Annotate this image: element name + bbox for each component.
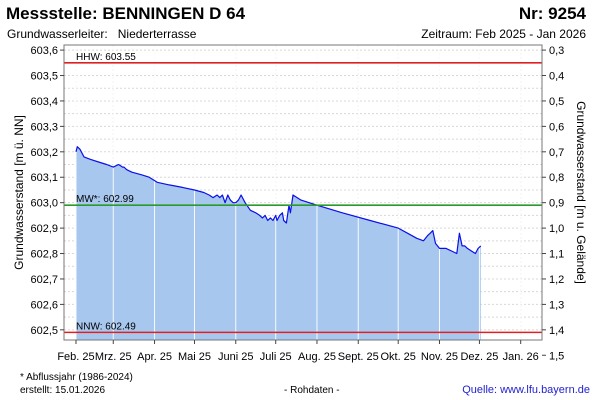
aquifer-value: Niederterrasse bbox=[117, 27, 197, 41]
x-tick-label: Nov. 25 bbox=[421, 351, 458, 363]
y2-tick-label: 1,0 bbox=[549, 223, 564, 235]
y2-tick-label: 1,2 bbox=[549, 274, 564, 286]
aquifer-label: Grundwasserleiter: bbox=[7, 27, 108, 41]
hhw-line-label: HHW: 603.55 bbox=[76, 52, 136, 63]
x-tick-label: Mai 25 bbox=[178, 351, 211, 363]
station-number: Nr: 9254 bbox=[518, 4, 586, 23]
y-axis-label: Grundwasserstand [m ü. NN] bbox=[12, 115, 26, 270]
x-tick-label: Juli 25 bbox=[260, 351, 292, 363]
y-axis-right: 0,3 0,4 0,5 0,6 0,7 0,8 0,9 1,0 1,1 1,2 1,3 1,4 1,5 bbox=[542, 45, 564, 362]
y-axis-left: 602,5 602,6 602,7 602,8 602,9 603,0 603,1 603,2… bbox=[30, 45, 64, 337]
water-level-fill bbox=[76, 146, 481, 340]
y-tick-label: 603,2 bbox=[30, 147, 58, 159]
created-date: erstellt: 15.01.2026 bbox=[20, 385, 106, 396]
x-tick-label: Okt. 25 bbox=[380, 351, 415, 363]
water-level-line bbox=[75, 146, 482, 255]
y-tick-label: 603,1 bbox=[30, 172, 58, 184]
y-tick-label: 602,7 bbox=[30, 274, 58, 286]
y2-tick-label: 0,7 bbox=[549, 147, 564, 159]
y-tick-label: 602,5 bbox=[30, 325, 58, 337]
x-tick-label: Dez. 25 bbox=[460, 351, 498, 363]
water-level-series bbox=[75, 146, 482, 255]
y-tick-label: 602,9 bbox=[30, 223, 58, 235]
footnote: * Abflussjahr (1986-2024) bbox=[20, 372, 133, 383]
y2-tick-label: 0,6 bbox=[549, 121, 564, 133]
x-tick-label: Aug. 25 bbox=[298, 351, 336, 363]
y2-axis-label: Grundwasserstand [m u. Gelände] bbox=[574, 101, 588, 284]
raw-data-note: - Rohdaten - bbox=[284, 385, 340, 396]
y-tick-label: 603,4 bbox=[30, 96, 58, 108]
x-tick-label: Apr. 25 bbox=[137, 351, 172, 363]
x-tick-label: Mrz. 25 bbox=[95, 351, 132, 363]
y-tick-label: 603,5 bbox=[30, 71, 58, 83]
y2-tick-label: 0,5 bbox=[549, 96, 564, 108]
y2-tick-label: 0,3 bbox=[549, 45, 564, 57]
y-tick-label: 602,8 bbox=[30, 249, 58, 261]
aquifer-info: Grundwasserleiter: Niederterrasse bbox=[7, 27, 196, 41]
y2-tick-label: 0,4 bbox=[549, 71, 564, 83]
x-tick-label: Jan. 26 bbox=[503, 351, 539, 363]
nnw-line-label: NNW: 602.49 bbox=[76, 321, 136, 332]
time-period: Zeitraum: Feb 2025 - Jan 2026 bbox=[421, 27, 586, 41]
x-tick-label: Feb. 25 bbox=[57, 351, 94, 363]
source-link[interactable]: Quelle: www.lfu.bayern.de bbox=[462, 384, 590, 396]
y2-tick-label: 1,1 bbox=[549, 249, 564, 261]
reference-lines: HHW: 603.55 MW*: 602.99 NNW: 602.49 bbox=[64, 52, 542, 334]
y2-tick-label: 1,5 bbox=[549, 350, 564, 362]
y-tick-label: 603,3 bbox=[30, 121, 58, 133]
y2-tick-label: 1,4 bbox=[549, 325, 564, 337]
water-level-area bbox=[76, 146, 481, 340]
x-tick-label: Juni 25 bbox=[218, 351, 253, 363]
station-title: Messstelle: BENNINGEN D 64 bbox=[6, 4, 246, 23]
mw-line-label: MW*: 602.99 bbox=[76, 194, 134, 205]
y2-tick-label: 0,9 bbox=[549, 198, 564, 210]
y-tick-label: 602,6 bbox=[30, 299, 58, 311]
y2-tick-label: 1,3 bbox=[549, 299, 564, 311]
x-axis: Feb. 25 Mrz. 25 Apr. 25 Mai 25 Juni 25 Juli 2… bbox=[57, 340, 539, 363]
x-tick-label: Sept. 25 bbox=[338, 351, 379, 363]
month-separators bbox=[75, 45, 522, 340]
plot-frame bbox=[63, 44, 543, 341]
y2-tick-label: 0,8 bbox=[549, 172, 564, 184]
y-tick-label: 603,6 bbox=[30, 45, 58, 57]
y-tick-label: 603,0 bbox=[30, 198, 58, 210]
